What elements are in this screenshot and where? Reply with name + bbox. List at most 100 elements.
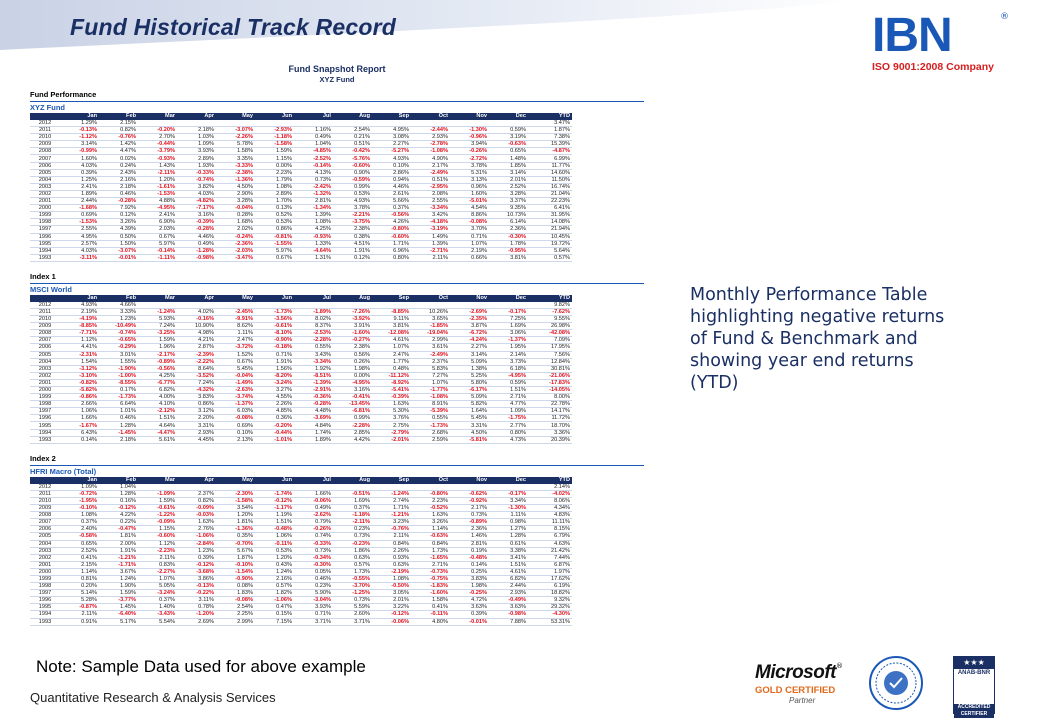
return-cell: -3.69%	[294, 414, 333, 423]
return-cell: 2.55%	[411, 197, 450, 206]
return-cell: -6.40%	[99, 610, 138, 619]
return-cell: 8.91%	[411, 400, 450, 409]
iso-seal-icon	[869, 656, 923, 710]
return-cell: 2.15%	[99, 120, 138, 128]
return-cell: -0.25%	[450, 589, 489, 598]
return-cell: -0.47%	[99, 525, 138, 534]
performance-section: Fund Performance XYZ Fund Jan Feb Mar Apr May J…	[30, 90, 644, 262]
return-cell: 1.59%	[99, 589, 138, 598]
column-header: May	[216, 476, 255, 484]
return-cell: 5.80%	[450, 379, 489, 388]
return-cell: -0.20%	[138, 126, 177, 135]
return-cell	[216, 301, 255, 309]
return-cell: -1.75%	[489, 414, 528, 423]
year-cell: 1995	[30, 421, 60, 430]
return-cell: 3.26%	[99, 218, 138, 227]
return-cell: 0.84%	[411, 540, 450, 548]
return-cell: -0.28%	[177, 225, 216, 234]
return-cell: -3.12%	[60, 365, 99, 373]
table-row: 1994 4.03% -3.07% -0.14% -1.28% -2.03% 5.97% -4…	[30, 247, 572, 255]
return-cell: 1.81%	[99, 532, 138, 541]
section-divider	[30, 101, 644, 102]
microsoft-reg: ®	[836, 662, 843, 670]
return-cell: 2.85%	[333, 429, 372, 437]
return-cell: -6.77%	[138, 379, 177, 388]
table-row: 2009 3.14% 1.42% -0.44% 1.09% 5.78% -1.58% 1.04…	[30, 140, 572, 149]
return-cell: -0.08%	[216, 596, 255, 605]
return-cell: 1.63%	[411, 511, 450, 520]
table-row: 2003 2.41% 2.18% -1.61% 3.82% 4.50% 1.08% -2.42…	[30, 183, 572, 191]
return-cell: -0.62%	[450, 490, 489, 498]
column-header: Jul	[294, 113, 333, 120]
return-cell: 4.34%	[528, 504, 572, 513]
column-header: Jun	[255, 294, 294, 302]
column-header	[30, 113, 60, 120]
return-cell: 0.57%	[528, 254, 572, 262]
return-cell: 3.27%	[255, 386, 294, 395]
return-cell: -1.54%	[216, 568, 255, 576]
return-cell: 1.86%	[333, 547, 372, 555]
return-cell: 0.49%	[294, 133, 333, 142]
return-cell: 1.09%	[177, 140, 216, 149]
year-cell: 1994	[30, 429, 60, 437]
return-cell	[411, 120, 450, 128]
return-cell: 22.23%	[528, 197, 572, 206]
table-row: 2006 4.41% -0.29% 1.96% 2.87% -3.72% -0.18% 0.5…	[30, 343, 572, 352]
return-cell: -1.18%	[255, 133, 294, 142]
return-cell: 2.93%	[411, 133, 450, 142]
column-header: Aug	[333, 113, 372, 120]
return-cell: -4.19%	[60, 315, 99, 324]
return-cell: 2.47%	[216, 336, 255, 345]
return-cell: 0.65%	[489, 147, 528, 156]
return-cell: 2.60%	[333, 610, 372, 619]
return-cell: 1.64%	[450, 407, 489, 416]
table-row: 1999 0.81% 1.24% 1.07% 3.86% -0.90% 2.16% 0.46%…	[30, 575, 572, 584]
return-cell: 2.44%	[489, 582, 528, 591]
return-cell: 3.86%	[177, 575, 216, 584]
return-cell: -1.09%	[138, 490, 177, 498]
return-cell: -0.89%	[138, 358, 177, 366]
return-cell: 4.46%	[372, 183, 411, 191]
return-cell: -19.04%	[411, 329, 450, 338]
return-cell: 6.96%	[372, 247, 411, 255]
return-cell: -0.98%	[489, 610, 528, 619]
return-cell: -1.49%	[216, 379, 255, 388]
returns-table: Jan Feb Mar Apr May Jun Jul Aug Sep Oct Nov Dec YTD 2…	[30, 476, 572, 626]
column-header: Feb	[99, 294, 138, 302]
return-cell: 1.58%	[411, 596, 450, 605]
return-cell	[177, 301, 216, 309]
return-cell	[138, 483, 177, 491]
table-row: 2001 2.44% -0.28% 4.88% -4.82% 3.28% 1.70% 2.81…	[30, 197, 572, 206]
return-cell: -3.74%	[216, 393, 255, 402]
return-cell: 2.23%	[411, 497, 450, 506]
return-cell: 0.35%	[216, 532, 255, 541]
return-cell: -0.87%	[60, 603, 99, 612]
return-cell: 4.25%	[294, 225, 333, 234]
return-cell: 4.95%	[60, 233, 99, 241]
return-cell: 1.78%	[489, 240, 528, 248]
column-header: Jul	[294, 294, 333, 302]
return-cell: 2.74%	[372, 497, 411, 506]
year-cell: 2003	[30, 547, 60, 555]
return-cell: -1.28%	[177, 247, 216, 255]
return-cell: -0.01%	[99, 254, 138, 262]
return-cell: 5.61%	[138, 436, 177, 444]
return-cell: 1.59%	[138, 497, 177, 506]
return-cell: -4.95%	[333, 379, 372, 388]
return-cell: 0.47%	[255, 603, 294, 612]
header-swoosh	[0, 0, 860, 50]
return-cell	[255, 301, 294, 309]
return-cell: 2.18%	[177, 126, 216, 135]
year-cell: 2009	[30, 504, 60, 513]
return-cell: 0.63%	[333, 554, 372, 562]
return-cell: 0.61%	[489, 540, 528, 548]
table-row: 1995 2.57% 1.50% 5.97% 0.49% -2.36% -1.55% 1.33…	[30, 240, 572, 248]
return-cell: -6.17%	[450, 386, 489, 395]
return-cell: -11.12%	[372, 372, 411, 380]
return-cell: 0.37%	[60, 518, 99, 527]
return-cell: -0.17%	[489, 308, 528, 317]
fund-snapshot-report: Fund Snapshot Report XYZ Fund Fund Perfo…	[30, 64, 644, 654]
return-cell: -1.08%	[411, 393, 450, 402]
return-cell: 0.71%	[294, 610, 333, 619]
return-cell: 1.49%	[411, 233, 450, 241]
